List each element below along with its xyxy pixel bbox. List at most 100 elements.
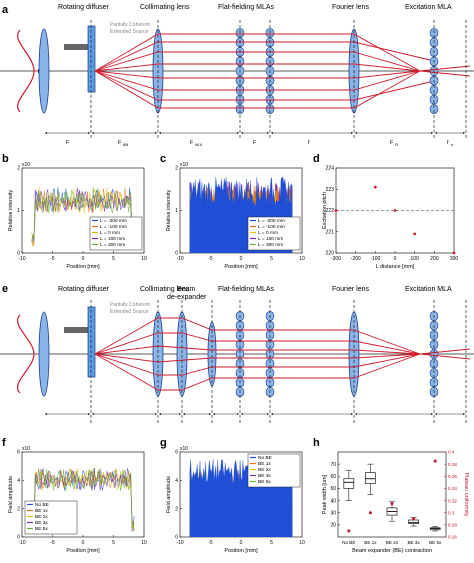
fourier-lens-e (348, 311, 360, 397)
y-tick-label: 1 (17, 208, 20, 214)
y-tick-label-right: 0.4 (448, 450, 455, 455)
source-note-line2: Extended Source (110, 29, 149, 35)
x-tick-label: 0 (394, 256, 397, 262)
legend-entry: L = 300 mm (258, 242, 283, 248)
panel-label-c: c (160, 153, 166, 165)
panel-label-g: g (160, 437, 167, 449)
y-tick-label: 50 (330, 486, 336, 492)
uniformity-point (412, 517, 416, 521)
svg-text:F: F (66, 140, 70, 146)
x-tick-label: -5 (208, 256, 213, 262)
legend-entry: L = -100 mm (258, 224, 285, 230)
x-tick-label: -300 (331, 256, 341, 262)
y-tick-label: 2 (17, 166, 20, 172)
x-axis-label: Position [mm] (66, 548, 100, 554)
y-tick-label-right: 0.28 (448, 523, 457, 528)
plot-frame (337, 451, 447, 538)
diffuser-motor (64, 44, 88, 50)
x-tick-label: -10 (18, 256, 25, 262)
legend-entry: BE 3x (258, 473, 271, 479)
y-axis-label: Relative intensity (166, 189, 172, 231)
label-fourier-lens: Fourier lens (332, 4, 369, 11)
panel-label-f: f (2, 437, 6, 449)
x-tick-label: 200 (430, 256, 439, 262)
setup-a: a Partially Coherent Extended Source (0, 4, 474, 147)
y-tick-label-right: 0.32 (448, 498, 457, 503)
svg-text:F: F (190, 140, 194, 146)
y-tick-label: 0 (175, 535, 178, 541)
data-point (334, 209, 338, 212)
y-tick-label: 6 (175, 450, 178, 456)
box (408, 519, 419, 524)
legend-entry: BE 2x (35, 514, 48, 520)
x-tick-label: 5 (270, 256, 273, 262)
x-axis-label: L distance [mm] (376, 264, 415, 270)
y-axis-label: Excitation pitch (322, 192, 328, 229)
uniformity-point (390, 502, 394, 506)
source-note-line1: Partially Coherent (110, 22, 150, 28)
microlens (265, 104, 275, 114)
x-axis-label: Beam expander (BE) contraction (352, 548, 432, 554)
chart-g: -10 -5 0 5 10 0 2 4 6 Position [mm] Field amplitud… (166, 446, 305, 554)
y-axis-label: Field amplitude (166, 476, 172, 513)
label-flat-fielding-mlas-e: Flat-fielding MLAs (218, 286, 275, 293)
y-tick-label: 4 (175, 478, 178, 484)
panel-label-e: e (2, 283, 8, 295)
x-tick-label: -5 (50, 540, 55, 546)
x-tick-label: 100 (410, 256, 419, 262)
beam-expander-lens-1 (176, 311, 188, 397)
legend-entry: BE 2x (258, 467, 271, 473)
x-tick-label: 0 (82, 256, 85, 262)
svg-text:BM: BM (123, 143, 128, 147)
svg-text:FL: FL (395, 143, 399, 147)
label-excitation-mla-e: Excitation MLA (405, 286, 452, 293)
source-note-e-line1: Partially Coherent (110, 302, 150, 308)
y-tick-label: 2 (175, 166, 178, 172)
x-tick-label: BE 5x (429, 540, 442, 545)
uniformity-point (368, 511, 372, 515)
panel-label-d: d (313, 153, 320, 165)
legend-entry: L = -100 mm (100, 224, 127, 230)
x-tick-label: -200 (351, 256, 361, 262)
y-tick-label: 222 (326, 208, 335, 214)
data-point (413, 232, 417, 236)
x-tick-label: No BE (342, 540, 355, 545)
y-tick-label-right: 0.26 (448, 535, 457, 540)
input-lens-e (38, 311, 50, 397)
x-tick-label: -10 (176, 256, 183, 262)
label-flat-fielding-mlas: Flat-fielding MLAs (218, 4, 275, 11)
y-axis-label: Relative intensity (8, 189, 14, 231)
exponent-label: x10 (22, 162, 30, 168)
y-axis-label: Field amplitude (8, 476, 14, 513)
uniformity-point (347, 529, 351, 533)
svg-text:F: F (390, 140, 394, 146)
legend-box (247, 216, 301, 251)
exponent-label: x10 (22, 446, 30, 452)
exponent-label: x10 (180, 446, 188, 452)
source-note-e-line2: Extended Source (110, 309, 149, 315)
x-tick-label: 0 (240, 540, 243, 546)
y-tick-label: 20 (330, 523, 336, 529)
x-tick-label: -10 (18, 540, 25, 546)
x-tick-label: BE 3x (407, 540, 420, 545)
label-de-expander-e: de-expander (167, 294, 207, 301)
x-tick-label: -5 (50, 256, 55, 262)
y-tick-label: 0 (17, 251, 20, 257)
y-tick-label-right: 0.38 (448, 462, 457, 467)
y-tick-label: 40 (330, 498, 336, 504)
y-tick-label: 6 (17, 450, 20, 456)
y-tick-label: 70 (330, 462, 336, 468)
x-tick-label: 5 (270, 540, 273, 546)
y-tick-label: 221 (326, 229, 335, 235)
panel-label-h: h (313, 437, 320, 449)
collimating-lens-e (152, 311, 164, 397)
y-axis-label: Peak width [um] (322, 474, 328, 514)
legend-entry: No BE (258, 455, 272, 461)
legend-entry: L = -300 mm (258, 218, 285, 224)
mla-1-e (235, 311, 245, 397)
diffuser-motor-e (64, 327, 88, 333)
x-tick-label: 300 (450, 256, 459, 262)
label-rotating-diffuser-e: Rotating diffuser (58, 286, 110, 293)
y-tick-label: 2 (17, 506, 20, 512)
legend-entry: BE 1x (258, 461, 271, 467)
